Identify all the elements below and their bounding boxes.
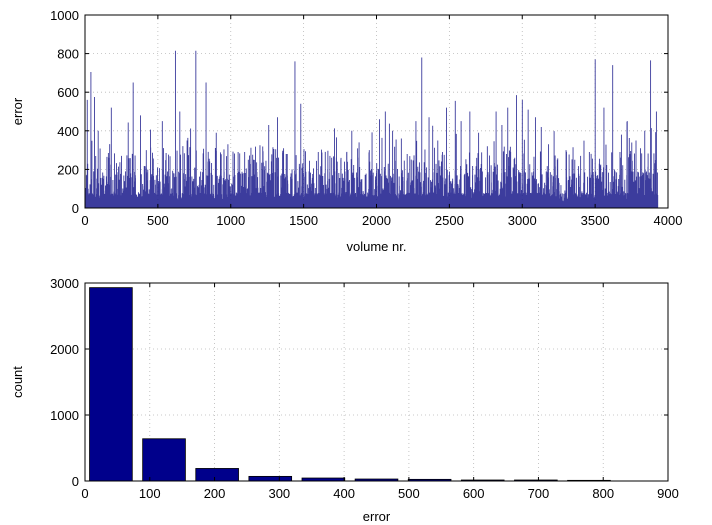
x-tick-label: 500 <box>398 486 420 501</box>
x-tick-label: 0 <box>81 213 88 228</box>
y-axis-label: count <box>10 366 25 398</box>
x-tick-label: 2500 <box>435 213 464 228</box>
histogram-bar <box>195 468 239 482</box>
y-tick-label: 1000 <box>50 8 79 23</box>
plot-frame <box>84 282 669 482</box>
x-tick-label: 700 <box>528 486 550 501</box>
x-tick-label: 600 <box>463 486 485 501</box>
y-tick-label: 3000 <box>50 276 79 291</box>
y-tick-label: 0 <box>72 201 79 216</box>
x-tick-label: 0 <box>81 486 88 501</box>
error-series <box>84 50 659 208</box>
x-tick-label: 2000 <box>362 213 391 228</box>
x-tick-label: 3500 <box>581 213 610 228</box>
x-tick-label: 1000 <box>216 213 245 228</box>
x-tick-label: 200 <box>204 486 226 501</box>
histogram-bar <box>89 287 133 482</box>
x-tick-label: 4000 <box>654 213 683 228</box>
histogram-bar <box>142 438 186 482</box>
x-tick-label: 800 <box>592 486 614 501</box>
x-tick-label: 900 <box>657 486 679 501</box>
x-tick-label: 400 <box>333 486 355 501</box>
error-per-volume-chart: 0 500 1000 1500 2000 2500 3000 3500 4000 0 200 400 6… <box>10 8 682 254</box>
error-histogram-chart: 0 100 200 300 400 500 600 700 800 900 0 1000 2000 300… <box>10 276 679 524</box>
y-tick-label: 2000 <box>50 342 79 357</box>
y-tick-label: 0 <box>72 474 79 489</box>
x-tick-label: 300 <box>268 486 290 501</box>
x-tick-label: 500 <box>147 213 169 228</box>
y-tick-label: 800 <box>57 47 79 62</box>
y-tick-label: 200 <box>57 162 79 177</box>
y-tick-label: 1000 <box>50 408 79 423</box>
x-tick-label: 1500 <box>289 213 318 228</box>
y-tick-label: 400 <box>57 124 79 139</box>
x-axis-label: error <box>363 509 391 524</box>
y-axis-label: error <box>10 97 25 125</box>
y-tick-label: 600 <box>57 85 79 100</box>
x-tick-label: 100 <box>139 486 161 501</box>
histogram-bar <box>248 475 293 482</box>
x-tick-label: 3000 <box>508 213 537 228</box>
x-axis-label: volume nr. <box>347 239 407 254</box>
